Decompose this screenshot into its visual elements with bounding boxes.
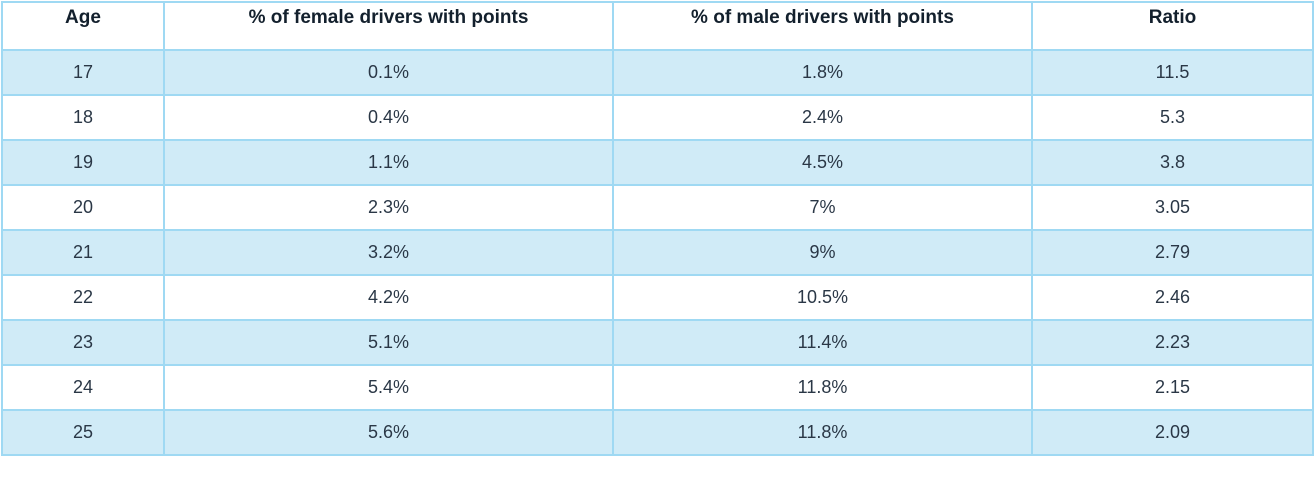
- table-row: 19 1.1% 4.5% 3.8: [1, 139, 1314, 186]
- table-row: 20 2.3% 7% 3.05: [1, 184, 1314, 231]
- cell-female-percent: 4.2%: [163, 274, 614, 321]
- cell-ratio: 2.79: [1031, 229, 1314, 276]
- cell-male-percent: 7%: [612, 184, 1033, 231]
- cell-female-percent: 0.1%: [163, 49, 614, 96]
- cell-age: 18: [1, 94, 165, 141]
- cell-age: 24: [1, 364, 165, 411]
- cell-ratio: 5.3: [1031, 94, 1314, 141]
- cell-male-percent: 11.8%: [612, 409, 1033, 456]
- cell-ratio: 3.8: [1031, 139, 1314, 186]
- cell-ratio: 2.15: [1031, 364, 1314, 411]
- table-row: 23 5.1% 11.4% 2.23: [1, 319, 1314, 366]
- table-row: 21 3.2% 9% 2.79: [1, 229, 1314, 276]
- cell-male-percent: 2.4%: [612, 94, 1033, 141]
- cell-age: 20: [1, 184, 165, 231]
- cell-ratio: 2.46: [1031, 274, 1314, 321]
- cell-ratio: 3.05: [1031, 184, 1314, 231]
- cell-ratio: 2.09: [1031, 409, 1314, 456]
- cell-ratio: 2.23: [1031, 319, 1314, 366]
- table-container: Age % of female drivers with points % of…: [1, 1, 1314, 456]
- cell-female-percent: 5.6%: [163, 409, 614, 456]
- cell-age: 23: [1, 319, 165, 366]
- cell-ratio: 11.5: [1031, 49, 1314, 96]
- cell-age: 25: [1, 409, 165, 456]
- table-row: 18 0.4% 2.4% 5.3: [1, 94, 1314, 141]
- cell-female-percent: 0.4%: [163, 94, 614, 141]
- cell-age: 17: [1, 49, 165, 96]
- cell-male-percent: 11.4%: [612, 319, 1033, 366]
- header-male-percent: % of male drivers with points: [612, 1, 1033, 51]
- drivers-points-table: Age % of female drivers with points % of…: [1, 1, 1314, 456]
- table-row: 22 4.2% 10.5% 2.46: [1, 274, 1314, 321]
- cell-male-percent: 10.5%: [612, 274, 1033, 321]
- cell-female-percent: 5.4%: [163, 364, 614, 411]
- cell-female-percent: 3.2%: [163, 229, 614, 276]
- table-header-row: Age % of female drivers with points % of…: [1, 1, 1314, 51]
- cell-age: 21: [1, 229, 165, 276]
- cell-male-percent: 9%: [612, 229, 1033, 276]
- header-female-percent: % of female drivers with points: [163, 1, 614, 51]
- table-row: 24 5.4% 11.8% 2.15: [1, 364, 1314, 411]
- cell-female-percent: 1.1%: [163, 139, 614, 186]
- cell-female-percent: 2.3%: [163, 184, 614, 231]
- table-row: 17 0.1% 1.8% 11.5: [1, 49, 1314, 96]
- cell-male-percent: 4.5%: [612, 139, 1033, 186]
- cell-male-percent: 1.8%: [612, 49, 1033, 96]
- header-ratio: Ratio: [1031, 1, 1314, 51]
- table-row: 25 5.6% 11.8% 2.09: [1, 409, 1314, 456]
- cell-female-percent: 5.1%: [163, 319, 614, 366]
- cell-male-percent: 11.8%: [612, 364, 1033, 411]
- header-age: Age: [1, 1, 165, 51]
- cell-age: 19: [1, 139, 165, 186]
- cell-age: 22: [1, 274, 165, 321]
